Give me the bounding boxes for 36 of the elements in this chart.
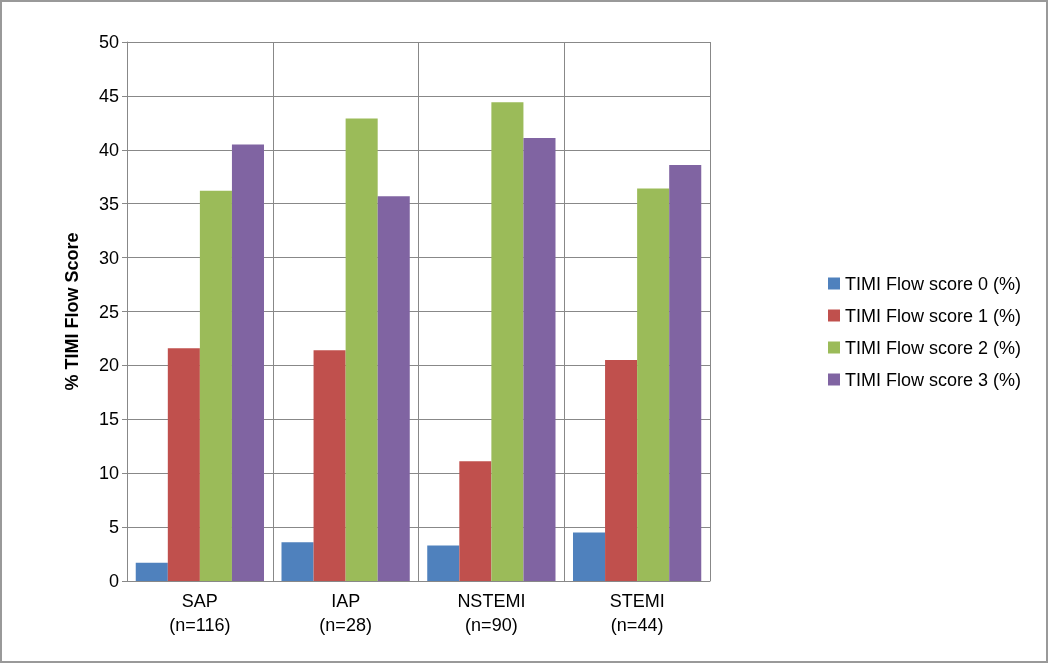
y-tick-label: 20 xyxy=(98,355,119,376)
bar xyxy=(313,350,346,581)
bar xyxy=(523,137,556,581)
y-tick-label: 35 xyxy=(98,193,119,214)
legend-label: TIMI Flow score 0 (%) xyxy=(844,273,1022,294)
bar xyxy=(605,360,638,581)
x-tick-label: NSTEMI (n=90) xyxy=(457,591,526,635)
x-tick-label: IAP (n=28) xyxy=(319,591,372,635)
y-tick-label: 45 xyxy=(98,85,119,106)
bar xyxy=(669,164,702,581)
bar xyxy=(281,542,314,581)
legend-label: TIMI Flow score 3 (%) xyxy=(844,369,1022,390)
legend-label: TIMI Flow score 2 (%) xyxy=(844,337,1022,358)
bar xyxy=(572,532,606,581)
bar xyxy=(231,144,265,581)
bar xyxy=(491,102,524,581)
bar xyxy=(637,188,670,581)
legend-label: TIMI Flow score 1 (%) xyxy=(844,305,1022,326)
x-tick-label: STEMI (n=44) xyxy=(609,591,665,635)
y-tick-label: 50 xyxy=(98,32,119,52)
y-tick-label: 0 xyxy=(108,571,119,591)
y-tick-label: 30 xyxy=(98,247,119,268)
y-tick-label: 10 xyxy=(98,463,119,484)
x-tick-label: SAP (n=116) xyxy=(169,591,231,635)
bar xyxy=(377,196,410,581)
y-tick-label: 15 xyxy=(98,409,119,430)
y-tick-label: 40 xyxy=(98,139,119,160)
y-axis-title: % TIMI Flow Score xyxy=(62,232,82,391)
y-tick-label: 25 xyxy=(98,301,119,322)
bar xyxy=(199,190,232,581)
bar xyxy=(345,118,378,581)
bar xyxy=(167,348,200,581)
bar xyxy=(459,461,492,581)
bar xyxy=(427,545,460,581)
y-tick-label: 5 xyxy=(108,517,119,538)
bar xyxy=(135,562,168,581)
